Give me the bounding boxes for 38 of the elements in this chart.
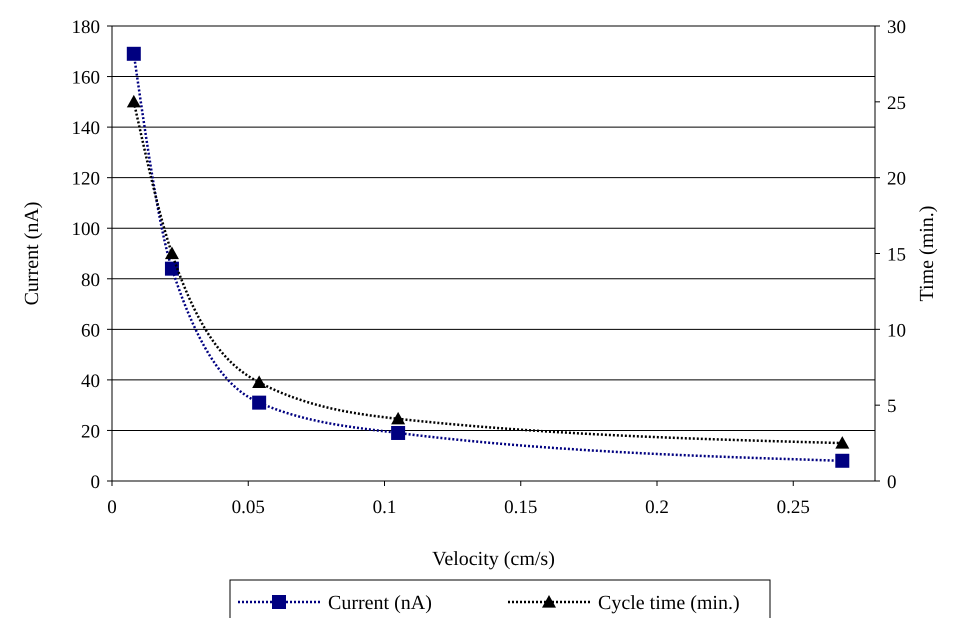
legend-label: Cycle time (min.) (598, 592, 740, 614)
y2-axis-title: Time (min.) (916, 206, 938, 302)
y-tick-label: 140 (72, 118, 100, 140)
y-axis-title: Current (nA) (21, 202, 43, 306)
x-tick-label: 0.25 (776, 497, 810, 518)
point (391, 426, 406, 440)
x-tick-label: 0.1 (372, 497, 396, 518)
y2-tick-label: 25 (887, 92, 906, 114)
y-tick-label: 0 (90, 472, 100, 493)
y-tick-label: 40 (81, 370, 100, 392)
y2-tick-label: 5 (887, 396, 896, 418)
y-tick-label: 120 (72, 168, 100, 190)
point (164, 246, 179, 260)
y2-tick-label: 30 (887, 17, 906, 38)
y-tick-label: 100 (72, 219, 100, 240)
point (252, 375, 266, 388)
point (126, 94, 141, 108)
y-tick-label: 160 (72, 68, 100, 89)
x-tick-label: 0 (107, 497, 117, 518)
x-tick-label: 0.15 (504, 497, 538, 518)
x-tick-label: 0.2 (645, 497, 669, 518)
point (164, 262, 179, 276)
y2-tick-label: 20 (887, 168, 906, 190)
y-tick-label: 180 (72, 17, 100, 38)
point (252, 396, 266, 410)
point (391, 412, 406, 424)
y2-tick-label: 0 (887, 472, 896, 493)
y-tick-label: 20 (81, 421, 100, 442)
point (835, 436, 850, 449)
legend-label: Current (nA) (328, 592, 432, 614)
x-axis-title: Velocity (cm/s) (432, 548, 555, 570)
point (126, 46, 141, 61)
y-tick-label: 60 (81, 320, 100, 342)
y2-tick-label: 10 (887, 320, 906, 342)
y-tick-label: 80 (81, 270, 100, 291)
y2-tick-label: 15 (887, 244, 906, 266)
x-tick-label: 0.05 (232, 497, 265, 518)
point (835, 454, 850, 468)
